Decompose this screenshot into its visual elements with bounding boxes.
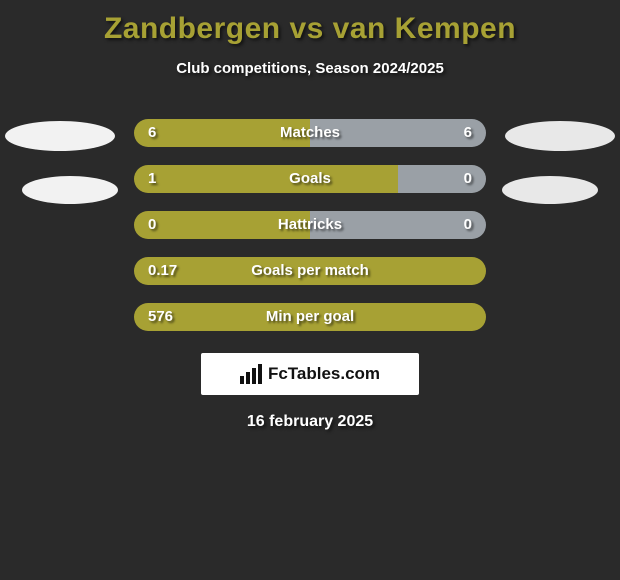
player-silhouette-right	[505, 121, 615, 151]
stat-label: Min per goal	[134, 303, 486, 331]
page-title: Zandbergen vs van Kempen	[0, 0, 620, 46]
brand-text: FcTables.com	[268, 364, 380, 384]
stat-label: Hattricks	[134, 211, 486, 239]
stat-label: Goals per match	[134, 257, 486, 285]
date-text: 16 february 2025	[0, 413, 620, 431]
stat-label: Goals	[134, 165, 486, 193]
stats-container: 66Matches 10Goals 00Hattricks 0.17Goals per…	[0, 119, 620, 331]
stat-row: 66Matches	[134, 119, 486, 147]
comparison-infographic: Zandbergen vs van Kempen Club competitio…	[0, 0, 620, 580]
stat-row: 00Hattricks	[134, 211, 486, 239]
stat-row: 0.17Goals per match	[134, 257, 486, 285]
bars-icon	[240, 364, 262, 384]
player-silhouette-left	[22, 176, 118, 204]
stat-row: 576Min per goal	[134, 303, 486, 331]
subtitle: Club competitions, Season 2024/2025	[0, 60, 620, 77]
player-silhouette-left	[5, 121, 115, 151]
stat-label: Matches	[134, 119, 486, 147]
stat-row: 10Goals	[134, 165, 486, 193]
brand-badge: FcTables.com	[201, 353, 419, 395]
player-silhouette-right	[502, 176, 598, 204]
